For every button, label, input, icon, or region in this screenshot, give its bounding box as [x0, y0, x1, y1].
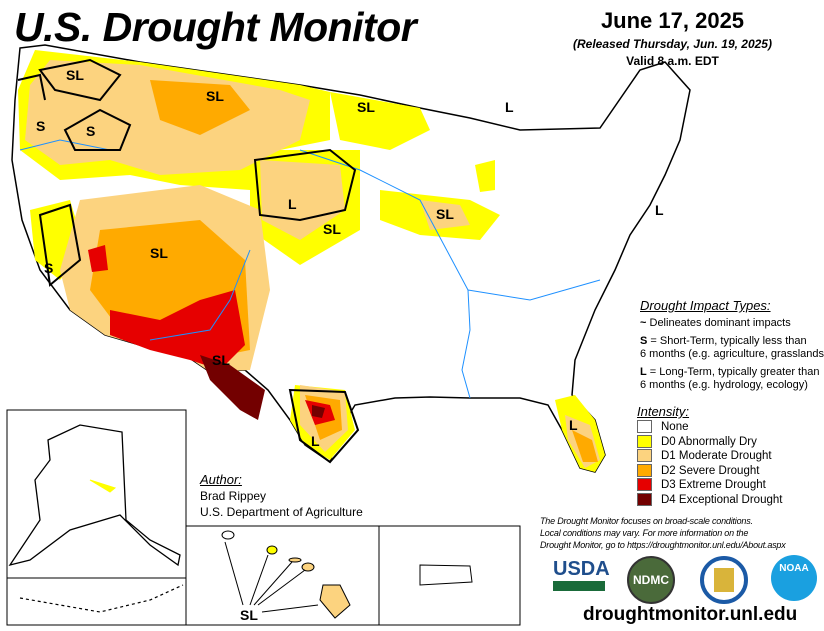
intensity-swatch [637, 492, 652, 506]
release-date: (Released Thursday, Jun. 19, 2025) [573, 37, 772, 51]
commerce-seal-shield [714, 568, 734, 592]
intensity-item: D1 Moderate Drought [637, 449, 782, 464]
ndmc-logo: NDMC [627, 556, 675, 604]
impact-legend-heading: Drought Impact Types: [640, 298, 771, 313]
label-ut: SL [150, 245, 168, 261]
intensity-swatch [637, 434, 652, 448]
short-term-key: S [640, 335, 648, 347]
label-tx: L [311, 433, 320, 449]
rivers [19, 139, 601, 399]
intensity-items: None D0 Abnormally Dry D1 Moderate Drought… [637, 420, 782, 507]
hawaii-inset [185, 525, 380, 626]
short-term-desc-2: 6 months (e.g. agriculture, grasslands) [640, 348, 824, 360]
long-term-key: L [640, 366, 647, 378]
intensity-swatch [637, 449, 652, 463]
intensity-item: D0 Abnormally Dry [637, 434, 782, 450]
usda-logo-band [553, 581, 605, 591]
aleutians-inset [6, 577, 187, 626]
intensity-label: D4 Exceptional Drought [661, 493, 783, 506]
hawaii-islands [221, 530, 351, 619]
valid-time: Valid 8 a.m. EDT [626, 54, 719, 68]
intensity-label: None [661, 421, 689, 433]
intensity-item: D2 Severe Drought [637, 463, 782, 479]
map-date: June 17, 2025 [600, 8, 745, 33]
intensity-item: D4 Exceptional Drought [637, 492, 783, 508]
usda-logo-text: USDA [553, 558, 610, 580]
intensity-swatch [637, 463, 652, 477]
intensity-item: D3 Extreme Drought [637, 478, 782, 493]
noaa-logo: NOAA [771, 555, 817, 601]
intensity-legend-heading: Intensity: [637, 404, 690, 419]
alaska-d0 [89, 479, 117, 493]
short-term-desc-1: = Short-Term, typically less than [647, 335, 807, 347]
alaska-shape [8, 424, 181, 567]
label-hi: SL [240, 607, 258, 623]
page-title: U.S. Drought Monitor [14, 4, 417, 50]
label-or-w: S [36, 118, 45, 134]
puerto-rico-shape [419, 564, 473, 586]
aleutians-shape [19, 584, 184, 613]
author-name: Brad Rippey [200, 489, 267, 503]
intensity-legend: Intensity: None D0 Abnormally Dry D1 Moder… [637, 404, 782, 507]
impact-lines [17, 58, 360, 464]
long-term-desc-1: = Long-Term, typically greater than [646, 366, 820, 378]
author-heading: Author: [200, 472, 242, 487]
label-mt: SL [206, 88, 224, 104]
label-fl: L [569, 417, 578, 433]
label-il: SL [436, 206, 454, 222]
website-link[interactable]: droughtmonitor.unl.edu [583, 604, 798, 625]
label-nm: SL [212, 352, 230, 368]
intensity-swatch [637, 478, 652, 492]
impact-line-icon: ~ [640, 317, 647, 329]
long-term-desc-2: 6 months (e.g. hydrology, ecology) [640, 379, 808, 391]
label-or-c: S [86, 123, 95, 139]
author-block: Author: Brad Rippey U.S. Department of A… [200, 472, 363, 520]
label-ca: S [44, 260, 53, 276]
intensity-label: D1 Moderate Drought [661, 450, 772, 462]
intensity-label: D2 Severe Drought [661, 464, 760, 477]
commerce-seal-logo [700, 556, 748, 604]
disclaimer-line: The Drought Monitor focuses on broad-sca… [540, 516, 753, 526]
label-wy: L [288, 196, 297, 212]
intensity-item: None [637, 420, 782, 435]
label-ne: SL [323, 221, 341, 237]
usda-logo: USDA [553, 558, 610, 591]
label-mi: L [505, 99, 514, 115]
disclaimer-line: Drought Monitor, go to https://droughtmo… [540, 540, 786, 550]
disclaimer: The Drought Monitor focuses on broad-sca… [540, 515, 786, 551]
label-nj: L [655, 202, 664, 218]
label-mn: SL [357, 99, 375, 115]
d4-areas [200, 355, 325, 420]
intensity-swatch [637, 420, 652, 434]
author-org: U.S. Department of Agriculture [200, 505, 363, 519]
intensity-label: D0 Abnormally Dry [661, 435, 757, 448]
intensity-label: D3 Extreme Drought [661, 479, 766, 491]
impact-line-label: Delineates dominant impacts [649, 317, 791, 329]
impact-legend: Drought Impact Types: ~ Delineates domin… [640, 298, 824, 392]
label-wa: SL [66, 67, 84, 83]
disclaimer-line: Local conditions may vary. For more info… [540, 528, 749, 538]
